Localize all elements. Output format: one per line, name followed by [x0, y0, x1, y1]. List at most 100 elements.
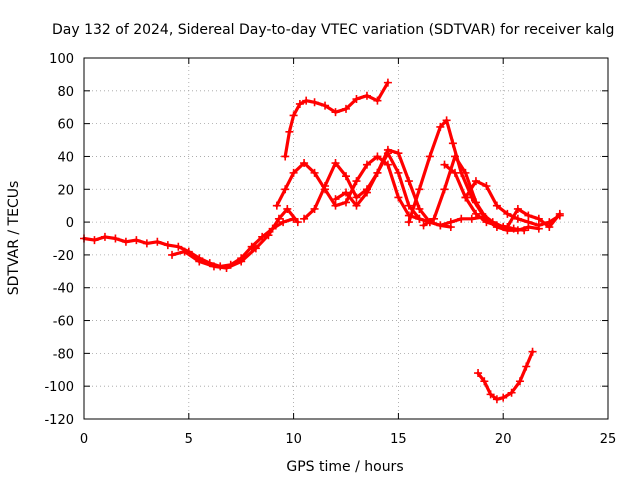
data-point-marker: [415, 214, 424, 223]
y-tick-label: 60: [57, 118, 74, 133]
data-point-marker: [425, 152, 434, 161]
data-point-marker: [492, 201, 501, 210]
x-tick-label: 0: [80, 432, 88, 447]
data-point-marker: [310, 204, 319, 213]
data-point-marker: [440, 160, 449, 169]
data-point-marker: [289, 168, 298, 177]
series-baseline-track-2: [168, 204, 302, 273]
data-point-marker: [285, 127, 294, 136]
data-point-marker: [90, 236, 99, 245]
data-point-marker: [471, 209, 480, 218]
series-layer: [80, 78, 564, 404]
data-point-marker: [404, 201, 413, 210]
data-point-marker: [174, 242, 183, 251]
data-point-marker: [450, 152, 459, 161]
data-point-marker: [279, 218, 288, 227]
data-point-marker: [352, 177, 361, 186]
data-point-marker: [383, 160, 392, 169]
data-point-marker: [195, 257, 204, 266]
data-point-marker: [310, 98, 319, 107]
data-point-marker: [373, 168, 382, 177]
data-point-marker: [522, 362, 531, 371]
series-arc-c: [331, 145, 487, 230]
x-tick-label: 10: [285, 432, 302, 447]
data-point-marker: [293, 218, 302, 227]
data-point-marker: [394, 149, 403, 158]
data-point-marker: [237, 257, 246, 266]
data-point-marker: [486, 390, 495, 399]
data-point-marker: [492, 395, 501, 404]
data-point-marker: [446, 218, 455, 227]
y-tick-label: -100: [44, 380, 74, 395]
data-point-marker: [482, 218, 491, 227]
data-point-marker: [503, 223, 512, 232]
data-point-marker: [383, 145, 392, 154]
data-point-marker: [342, 188, 350, 197]
data-point-marker: [300, 159, 309, 168]
y-axis-title: SDTVAR / TECUs: [6, 181, 22, 296]
data-point-marker: [281, 185, 290, 194]
data-point-marker: [436, 221, 445, 230]
data-point-marker: [461, 168, 470, 177]
data-point-marker: [430, 214, 439, 223]
series-arc-e: [419, 152, 543, 235]
data-point-marker: [321, 101, 330, 110]
data-point-marker: [342, 172, 350, 181]
data-point-marker: [373, 152, 382, 161]
y-tick-label: 40: [57, 150, 74, 165]
plot-frame: [83, 57, 609, 420]
data-point-marker: [352, 201, 361, 210]
y-tick-label: -80: [53, 347, 74, 362]
x-tick-label: 20: [495, 432, 512, 447]
data-point-marker: [283, 204, 292, 213]
data-point-marker: [321, 181, 330, 190]
data-point-marker: [528, 347, 537, 356]
data-point-marker: [142, 239, 151, 248]
data-point-marker: [300, 214, 309, 223]
data-point-marker: [342, 104, 350, 113]
data-point-marker: [513, 204, 522, 213]
y-tick-label: 100: [49, 52, 74, 67]
data-point-marker: [471, 177, 480, 186]
data-point-marker: [507, 388, 516, 397]
data-point-marker: [111, 234, 120, 243]
chart-title: Day 132 of 2024, Sidereal Day-to-day VTE…: [52, 22, 614, 38]
data-point-marker: [331, 159, 340, 168]
data-point-marker: [513, 214, 522, 223]
data-point-marker: [342, 198, 350, 207]
data-point-marker: [404, 177, 413, 186]
y-tick-label: -40: [53, 282, 74, 297]
data-point-marker: [121, 237, 130, 246]
y-tick-label: -120: [44, 413, 74, 428]
series-line: [283, 80, 390, 159]
data-point-marker: [482, 181, 491, 190]
data-point-marker: [373, 96, 382, 105]
data-point-marker: [362, 91, 371, 100]
data-point-marker: [180, 247, 189, 256]
data-point-marker: [331, 195, 340, 204]
data-point-marker: [362, 160, 371, 169]
data-point-marker: [555, 209, 564, 218]
data-point-marker: [100, 232, 109, 241]
data-point-marker: [442, 116, 451, 125]
y-tick-label: 0: [66, 216, 74, 231]
data-point-marker: [209, 262, 218, 271]
series-arc-g: [461, 193, 564, 232]
y-tick-label: -20: [53, 249, 74, 264]
data-point-marker: [352, 95, 361, 104]
series-line: [476, 350, 535, 401]
data-point-marker: [222, 264, 231, 273]
data-point-marker: [302, 96, 311, 105]
data-point-marker: [461, 193, 470, 202]
series-high-arc: [281, 78, 392, 161]
data-point-marker: [457, 214, 466, 223]
series-line: [275, 154, 421, 221]
data-point-marker: [415, 204, 424, 213]
data-point-marker: [492, 221, 501, 230]
y-tick-label: -60: [53, 315, 74, 330]
data-point-marker: [310, 168, 319, 177]
data-point-marker: [352, 193, 361, 202]
data-point-marker: [295, 99, 304, 108]
data-point-marker: [480, 377, 489, 386]
data-point-marker: [419, 221, 428, 230]
